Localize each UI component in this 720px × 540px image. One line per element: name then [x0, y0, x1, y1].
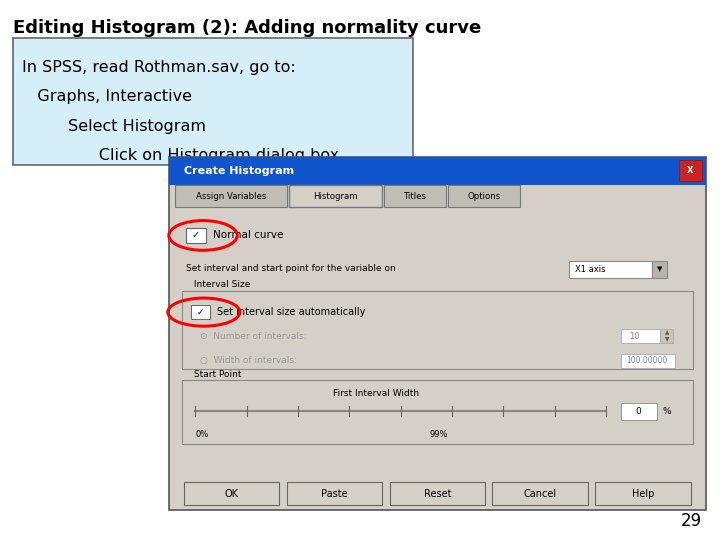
Text: 29: 29: [681, 512, 702, 530]
Text: Interval Size: Interval Size: [191, 280, 253, 289]
Text: ▼: ▼: [665, 338, 669, 343]
Text: ▼: ▼: [657, 266, 662, 273]
FancyBboxPatch shape: [175, 185, 287, 207]
FancyBboxPatch shape: [660, 329, 673, 343]
FancyBboxPatch shape: [390, 482, 485, 505]
Text: 0%: 0%: [195, 430, 208, 439]
Text: Set interval and start point for the variable on: Set interval and start point for the var…: [186, 265, 395, 273]
FancyBboxPatch shape: [384, 185, 446, 207]
Text: Paste: Paste: [321, 489, 348, 498]
Text: First Interval Width: First Interval Width: [333, 389, 419, 397]
Text: Start Point: Start Point: [191, 369, 244, 379]
Text: Select Histogram: Select Histogram: [22, 119, 206, 134]
Text: Help: Help: [632, 489, 654, 498]
Text: X1 axis: X1 axis: [575, 265, 605, 274]
Text: In SPSS, read Rothman.sav, go to:: In SPSS, read Rothman.sav, go to:: [22, 60, 295, 75]
FancyBboxPatch shape: [652, 261, 667, 278]
Text: ✓: ✓: [192, 231, 200, 240]
FancyBboxPatch shape: [186, 228, 206, 243]
Text: 0: 0: [636, 407, 642, 416]
FancyBboxPatch shape: [621, 329, 660, 343]
Text: Assign Variables: Assign Variables: [196, 192, 266, 200]
Text: ✓: ✓: [197, 308, 204, 316]
Text: X: X: [687, 166, 694, 175]
FancyBboxPatch shape: [287, 482, 382, 505]
FancyBboxPatch shape: [569, 261, 652, 278]
Text: Graphs, Interactive: Graphs, Interactive: [22, 89, 192, 104]
Text: ▲: ▲: [665, 330, 669, 335]
Text: OK: OK: [225, 489, 238, 498]
FancyBboxPatch shape: [621, 354, 675, 368]
FancyBboxPatch shape: [621, 403, 657, 420]
Text: Normal curve: Normal curve: [213, 231, 284, 240]
FancyBboxPatch shape: [492, 482, 588, 505]
Text: Reset: Reset: [423, 489, 451, 498]
Text: Set interval size automatically: Set interval size automatically: [217, 307, 365, 317]
Text: Editing Histogram (2): Adding normality curve: Editing Histogram (2): Adding normality …: [13, 19, 481, 37]
FancyBboxPatch shape: [679, 160, 702, 181]
Text: Cancel: Cancel: [523, 489, 557, 498]
FancyBboxPatch shape: [169, 157, 706, 185]
Text: ○  Width of intervals:: ○ Width of intervals:: [200, 356, 297, 365]
Text: Titles: Titles: [404, 192, 426, 200]
Text: ⊙  Number of intervals:: ⊙ Number of intervals:: [200, 332, 307, 341]
FancyBboxPatch shape: [595, 482, 691, 505]
Text: 100.00000: 100.00000: [626, 356, 667, 365]
Text: Options: Options: [467, 192, 500, 200]
FancyBboxPatch shape: [289, 185, 382, 207]
Text: %: %: [662, 407, 671, 416]
FancyBboxPatch shape: [169, 157, 706, 510]
Text: 99%: 99%: [429, 430, 448, 439]
Text: 10: 10: [629, 332, 640, 341]
FancyBboxPatch shape: [191, 305, 210, 319]
FancyBboxPatch shape: [13, 38, 413, 165]
FancyBboxPatch shape: [184, 482, 279, 505]
Text: Histogram: Histogram: [313, 192, 358, 200]
Text: Click on Histogram dialog box: Click on Histogram dialog box: [22, 148, 338, 163]
Text: Create Histogram: Create Histogram: [184, 166, 294, 176]
FancyBboxPatch shape: [448, 185, 520, 207]
